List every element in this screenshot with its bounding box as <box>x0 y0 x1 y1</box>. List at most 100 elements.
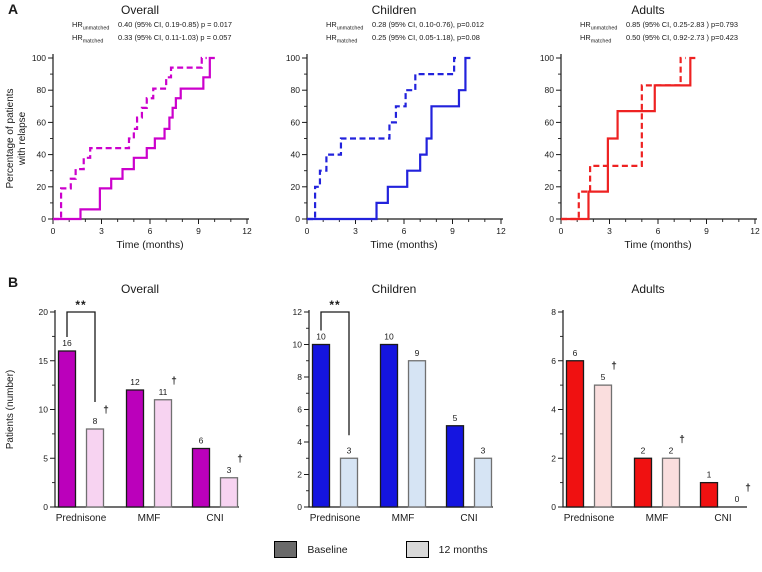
bar-mmf-12months <box>153 399 173 508</box>
y-tick-label: 100 <box>286 53 300 63</box>
y-axis-label-line1: Percentage of patients <box>5 88 16 188</box>
bar-prednisone-baseline <box>311 343 331 508</box>
bar-mmf-baseline <box>379 343 399 508</box>
bar-prednisone-baseline <box>57 350 77 508</box>
y-tick-label: 4 <box>551 405 556 415</box>
bar-value-label: 10 <box>316 332 326 342</box>
chart-title: Children <box>371 3 417 17</box>
km-curve-matched <box>53 56 215 221</box>
x-tick-label: 6 <box>402 226 407 236</box>
x-tick-label: 12 <box>496 226 506 236</box>
km-chart-cell-children: Children HRunmatched 0.28 (95% CI, 0.10-0.… <box>254 0 508 255</box>
x-tick-label: 9 <box>196 226 201 236</box>
km-curve-unmatched <box>53 56 207 221</box>
y-tick-label: 40 <box>291 150 301 160</box>
dagger-annotation: † <box>745 483 751 494</box>
hr-label: HRunmatched <box>72 20 110 32</box>
y-tick-label: 0 <box>43 502 48 512</box>
panel-b-label: B <box>8 274 19 290</box>
x-axis-label: Time (months) <box>370 239 437 250</box>
bar-value-label: 12 <box>130 377 140 387</box>
km-curve-unmatched <box>561 56 686 221</box>
bar-prednisone-12months <box>593 384 613 508</box>
hr-value: 0.40 (95% CI, 0.19-0.85) p = 0.017 <box>118 20 233 29</box>
bar-mmf-baseline <box>633 457 653 508</box>
x-tick-label: 0 <box>559 226 564 236</box>
chart-title: Adults <box>631 282 665 296</box>
y-tick-label: 20 <box>39 307 49 317</box>
bar-value-label: 6 <box>573 348 578 358</box>
chart-title: Overall <box>120 282 159 296</box>
bar-plot-adults: 0 2 4 6 8 6 2 1 5 † 2 † 0 † Prednisone MMF CNI <box>551 307 751 524</box>
bar-cni-baseline <box>699 481 719 508</box>
y-tick-label: 20 <box>291 182 301 192</box>
bar-mmf-12months <box>407 360 427 508</box>
km-curve-unmatched <box>307 56 460 221</box>
significance-stars: ** <box>75 298 86 312</box>
y-tick-label: 0 <box>551 502 556 512</box>
y-axis-label-line2: with relapse <box>17 111 28 166</box>
significance-stars: ** <box>329 298 340 312</box>
y-tick-label: 0 <box>295 214 300 224</box>
y-axis-label: Patients (number) <box>5 370 16 449</box>
bar-value-label: 6 <box>199 436 204 446</box>
bar-cni-baseline <box>445 425 465 508</box>
y-tick-label: 8 <box>551 307 556 317</box>
legend-swatch <box>274 541 298 558</box>
bar-mmf-12months <box>661 457 681 508</box>
x-tick-label: 0 <box>305 226 310 236</box>
hr-line-matched: HRmatched 0.33 (95% CI, 0.11-1.03) p = 0.… <box>72 33 254 46</box>
legend-label: Baseline <box>307 543 348 556</box>
x-tick-label: 0 <box>51 226 56 236</box>
chart-title: Overall <box>120 3 159 17</box>
y-tick-label: 6 <box>297 405 302 415</box>
bar-value-label: 3 <box>481 445 486 455</box>
significance-bracket <box>66 311 96 402</box>
y-tick-label: 60 <box>291 117 301 127</box>
hr-line-unmatched: HRunmatched 0.40 (95% CI, 0.19-0.85) p = … <box>72 20 254 33</box>
km-chart-cell-overall: Overall HRunmatched 0.40 (95% CI, 0.19-0.8… <box>0 0 254 255</box>
category-label-mmf: MMF <box>646 513 669 524</box>
bar-value-label: 9 <box>415 348 420 358</box>
km-curve-matched <box>307 56 471 221</box>
y-tick-label: 4 <box>297 437 302 447</box>
hr-label: HRmatched <box>72 33 104 45</box>
km-plot-adults: 0 20 40 60 80 100 0 3 6 9 12 Time (months) <box>540 53 760 251</box>
y-tick-label: 0 <box>41 214 46 224</box>
category-label-cni: CNI <box>460 513 477 524</box>
km-chart-cell-adults: Adults HRunmatched 0.85 (95% CI, 0.25-2.83… <box>508 0 762 255</box>
bar-value-label: 11 <box>159 387 168 397</box>
y-tick-label: 40 <box>545 150 555 160</box>
y-tick-label: 8 <box>297 372 302 382</box>
bar-chart-cell-overall: Overall 0 5 10 15 20 Patients (number) 16 12 6 8 † 1… <box>0 268 254 541</box>
hr-label: HRmatched <box>580 33 612 45</box>
x-tick-label: 6 <box>148 226 153 236</box>
hr-line-unmatched: HRunmatched 0.85 (95% CI, 0.25-2.83 ) p=0… <box>580 20 762 33</box>
category-label-cni: CNI <box>714 513 731 524</box>
y-tick-label: 100 <box>540 53 554 63</box>
x-tick-label: 6 <box>656 226 661 236</box>
legend-item-12-months: 12 months <box>405 541 488 558</box>
y-tick-label: 10 <box>39 405 49 415</box>
hr-label: HRunmatched <box>326 20 364 32</box>
x-tick-label: 3 <box>99 226 104 236</box>
km-chart-row: Overall HRunmatched 0.40 (95% CI, 0.19-0.8… <box>0 0 762 255</box>
dagger-annotation: † <box>237 454 243 465</box>
category-label-mmf: MMF <box>392 513 415 524</box>
category-label-mmf: MMF <box>138 513 161 524</box>
hr-value: 0.33 (95% CI, 0.11-1.03) p = 0.057 <box>118 33 232 43</box>
x-tick-label: 3 <box>353 226 358 236</box>
x-tick-label: 3 <box>607 226 612 236</box>
x-tick-label: 9 <box>450 226 455 236</box>
bar-chart-cell-adults: Adults 0 2 4 6 8 6 2 1 5 † 2 † 0 † Prednisone MMF CNI <box>508 268 762 541</box>
category-label-prednisone: Prednisone <box>56 513 107 524</box>
y-tick-label: 100 <box>32 53 46 63</box>
hr-value: 0.28 (95% CI, 0.10-0.76), p=0.012 <box>372 20 484 29</box>
bar-value-label: 10 <box>384 332 394 342</box>
x-axis-label: Time (months) <box>116 239 183 250</box>
bar-value-label: 1 <box>707 470 712 480</box>
hazard-ratio-annotations: HRunmatched 0.28 (95% CI, 0.10-0.76), p=0… <box>326 20 508 45</box>
y-tick-label: 60 <box>545 117 555 127</box>
